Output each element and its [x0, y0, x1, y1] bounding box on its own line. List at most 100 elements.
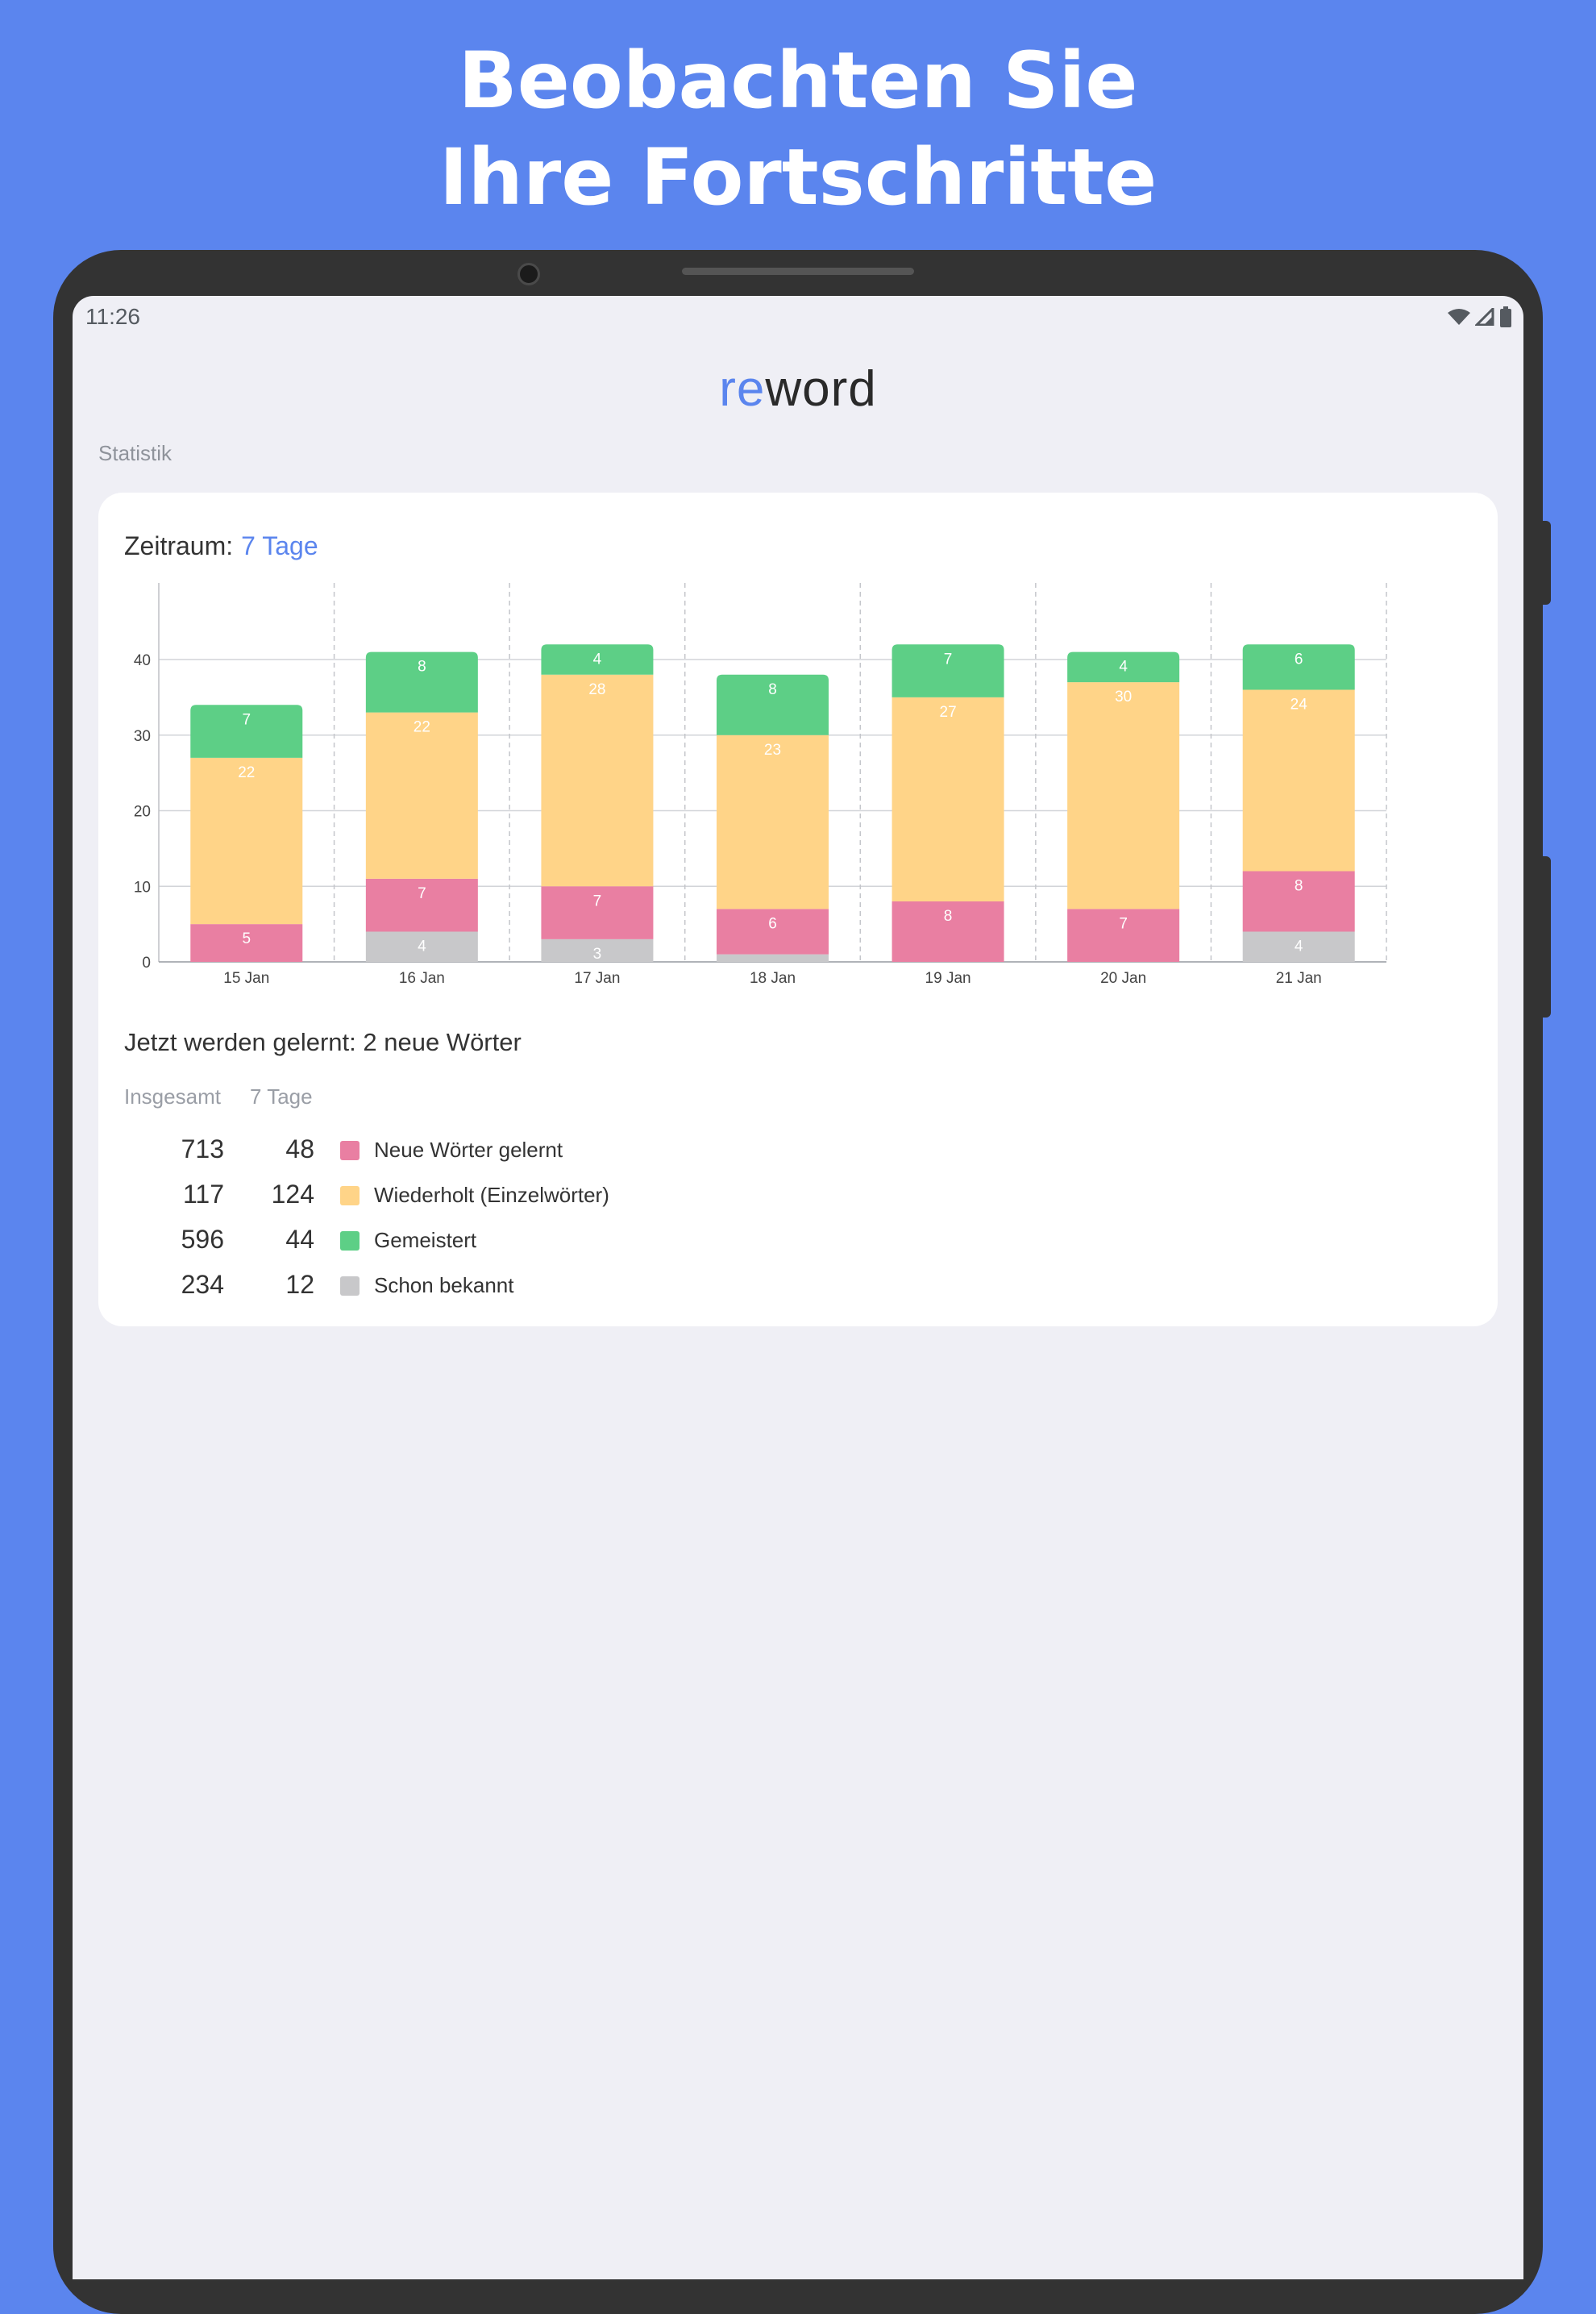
x-tick-label: 15 Jan — [223, 970, 269, 987]
bar-segment — [892, 697, 1004, 901]
bar-segment — [1242, 644, 1355, 690]
bar-value-label: 23 — [764, 742, 781, 759]
stats-header-total: Insgesamt — [124, 1084, 221, 1109]
x-tick-label: 19 Jan — [925, 970, 971, 987]
stats-row: 713 48 Neue Wörter gelernt — [98, 1134, 824, 1170]
app-screen: 11:26 reword Statistik Zeitraum: 7 Tage 0… — [73, 296, 1523, 2279]
bar-value-label: 8 — [768, 681, 777, 698]
x-tick-label: 21 Jan — [1276, 970, 1322, 987]
bar-segment — [1067, 651, 1180, 683]
bar-segment — [190, 705, 303, 758]
bar-value-label: 6 — [1295, 651, 1303, 668]
bar-value-label: 22 — [414, 719, 430, 736]
statistics-card: Zeitraum: 7 Tage 0 10 20 30 40 5 22 7 15 Jan 4 7 22 8… — [98, 493, 1498, 1326]
stats-row: 596 44 Gemeistert — [98, 1225, 824, 1260]
legend-label: Gemeistert — [374, 1228, 477, 1252]
bar-value-label: 4 — [1295, 939, 1303, 955]
bar-segment — [365, 712, 478, 879]
status-time: 11:26 — [85, 304, 140, 329]
bar-value-label: 27 — [940, 704, 957, 721]
legend-swatch — [340, 1141, 360, 1160]
headline-line-1: Beobachten Sie — [458, 35, 1138, 126]
bar-segment — [1067, 909, 1180, 962]
bar-segment — [717, 954, 829, 962]
period-label: Zeitraum: — [124, 531, 234, 560]
bar-segment — [190, 757, 303, 925]
bar-segment — [717, 735, 829, 909]
status-icons — [1448, 306, 1512, 327]
y-tick-label: 20 — [134, 804, 151, 821]
x-tick-label: 17 Jan — [574, 970, 620, 987]
bar-segment — [892, 901, 1004, 962]
bar-segment — [717, 674, 829, 735]
y-tick-label: 30 — [134, 728, 151, 745]
device-side-button-lower — [1541, 856, 1551, 1018]
period-value[interactable]: 7 Tage — [241, 531, 318, 560]
bar-value-label: 5 — [242, 930, 251, 947]
section-title: Statistik — [98, 441, 172, 465]
bar-value-label: 7 — [242, 711, 251, 728]
stat-week: 44 — [285, 1225, 314, 1254]
bar-segment — [1067, 682, 1180, 909]
bar-value-label: 24 — [1291, 697, 1308, 714]
bar-value-label: 28 — [588, 681, 605, 698]
legend-label: Wiederholt (Einzelwörter) — [374, 1183, 609, 1207]
bar-segment — [717, 909, 829, 955]
bar-segment — [541, 644, 654, 675]
stats-row: 234 12 Schon bekannt — [98, 1270, 824, 1305]
legend-swatch — [340, 1231, 360, 1251]
stacked-bar-chart: 0 10 20 30 40 5 22 7 15 Jan 4 7 22 8 16 Jan 3 7 28 4 17 Ja… — [134, 583, 1387, 987]
legend-swatch — [340, 1276, 360, 1296]
stat-total: 234 — [181, 1270, 224, 1299]
promo-headline: Beobachten Sie Ihre Fortschritte — [0, 32, 1596, 226]
bar-value-label: 4 — [1119, 659, 1128, 676]
bar-segment — [1242, 931, 1355, 962]
stats-header-week: 7 Tage — [250, 1084, 313, 1109]
bar-segment — [365, 878, 478, 932]
bar-value-label: 1 — [768, 961, 777, 978]
bar-value-label: 7 — [1119, 915, 1128, 932]
bar-value-label: 7 — [944, 651, 953, 668]
bar-value-label: 8 — [944, 908, 953, 925]
bar-value-label: 6 — [768, 915, 777, 932]
device-side-button-upper — [1541, 521, 1551, 605]
stat-week: 48 — [285, 1134, 314, 1163]
y-tick-label: 0 — [142, 955, 151, 972]
battery-icon — [1500, 306, 1511, 327]
bar-segment — [541, 886, 654, 939]
period-selector[interactable]: Zeitraum: 7 Tage — [124, 531, 318, 561]
stat-week: 124 — [271, 1180, 314, 1209]
legend-label: Neue Wörter gelernt — [374, 1138, 563, 1162]
bar-segment — [1242, 689, 1355, 872]
bar-segment — [541, 674, 654, 887]
bar-value-label: 8 — [1295, 878, 1303, 895]
bar-value-label: 8 — [418, 659, 426, 676]
headline-line-2: Ihre Fortschritte — [438, 132, 1158, 223]
legend-label: Schon bekannt — [374, 1273, 514, 1297]
x-tick-label: 16 Jan — [399, 970, 445, 987]
bar-segment — [365, 931, 478, 962]
stat-total: 117 — [182, 1180, 224, 1209]
bar-segment — [892, 644, 1004, 697]
bar-segment — [541, 939, 654, 962]
front-camera — [517, 263, 540, 285]
bar-value-label: 7 — [593, 893, 602, 909]
app-logo: reword — [73, 360, 1523, 418]
bar-segment — [365, 651, 478, 713]
bar-value-label: 22 — [238, 764, 255, 781]
bar-segment — [190, 924, 303, 962]
learning-status: Jetzt werden gelernt: 2 neue Wörter — [124, 1028, 522, 1056]
bar-value-label: 7 — [418, 885, 426, 902]
stat-total: 713 — [181, 1134, 224, 1163]
bar-segment — [1242, 871, 1355, 932]
y-tick-label: 10 — [134, 879, 151, 896]
signal-icon — [1475, 308, 1494, 326]
y-tick-label: 40 — [134, 652, 151, 669]
logo-suffix: word — [765, 361, 877, 417]
bar-value-label: 4 — [593, 651, 602, 668]
wifi-icon — [1448, 309, 1470, 325]
x-tick-label: 18 Jan — [750, 970, 796, 987]
stat-week: 12 — [285, 1270, 314, 1299]
bar-value-label: 4 — [418, 939, 426, 955]
status-bar: 11:26 — [73, 296, 1523, 336]
